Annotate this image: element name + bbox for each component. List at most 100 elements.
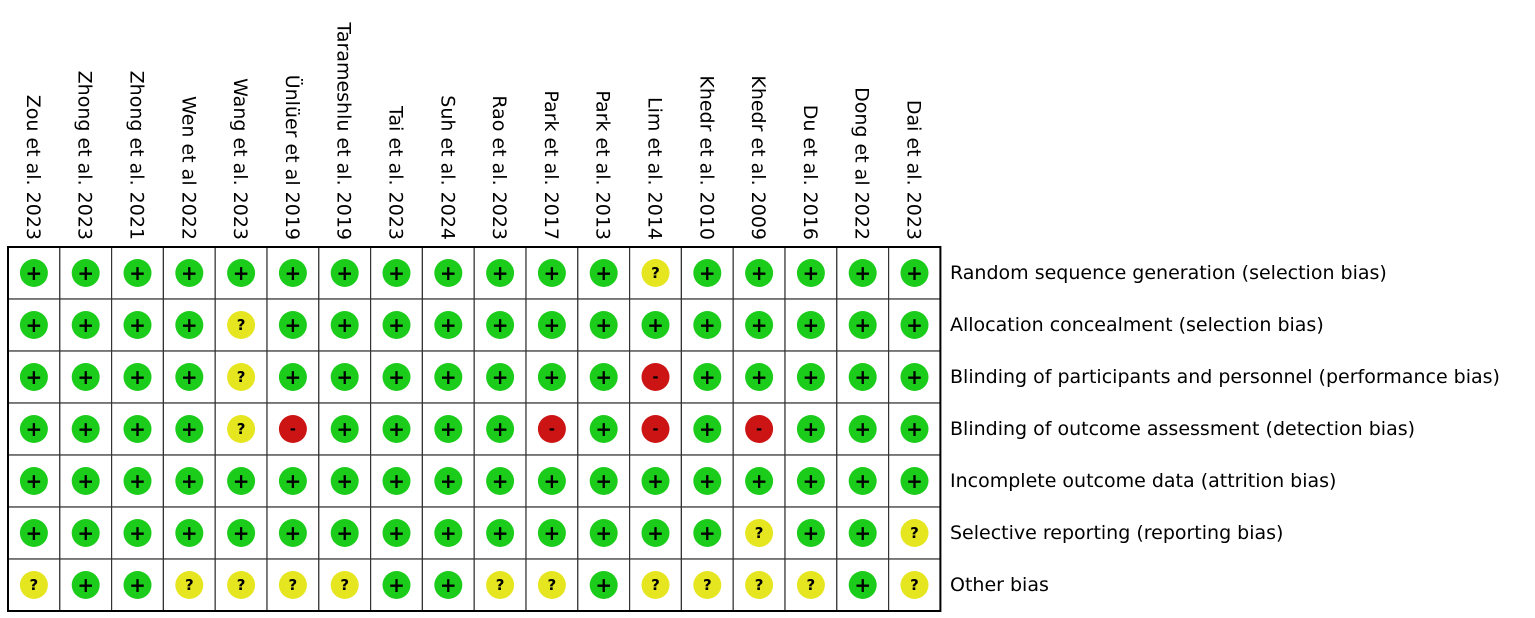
judgement-symbol: + <box>336 417 353 441</box>
judgement-symbol: ? <box>185 576 194 594</box>
judgement-symbol: ? <box>755 576 764 594</box>
cell-border <box>577 558 631 612</box>
judgement-cell: ? <box>7 558 61 612</box>
judgement-cell: ? <box>214 558 268 612</box>
judgement-symbol: + <box>854 417 871 441</box>
judgement-cell: + <box>836 506 890 560</box>
judgement-symbol: + <box>181 417 198 441</box>
judgement-cell: + <box>732 298 786 352</box>
judgement-low-marker <box>486 363 515 391</box>
judgement-symbol: + <box>906 365 923 389</box>
judgement-low-marker <box>537 259 566 287</box>
judgement-low-marker <box>745 467 774 495</box>
judgement-cell: + <box>525 298 579 352</box>
judgement-low-marker <box>900 259 929 287</box>
cell-border <box>318 298 372 352</box>
judgement-unclear-marker <box>175 571 204 599</box>
judgement-low-marker <box>71 571 100 599</box>
judgement-cell: + <box>836 246 890 300</box>
judgement-low-marker <box>796 363 825 391</box>
judgement-unclear-marker <box>19 571 48 599</box>
judgement-cell: + <box>784 350 838 404</box>
judgement-low-marker <box>19 311 48 339</box>
judgement-low-marker <box>123 311 152 339</box>
judgement-cell: ? <box>525 558 579 612</box>
judgement-symbol: + <box>803 417 820 441</box>
judgement-cell: + <box>59 246 113 300</box>
judgement-cell: + <box>628 454 682 508</box>
judgement-symbol: + <box>803 313 820 337</box>
judgement-symbol: - <box>756 420 762 438</box>
study-label: Wen et al 2022 <box>177 96 199 240</box>
judgement-symbol: + <box>181 365 198 389</box>
domain-label: Other bias <box>950 574 1049 596</box>
judgement-low-marker <box>537 311 566 339</box>
study-label: Dong et al 2022 <box>851 87 873 240</box>
judgement-symbol: + <box>285 469 302 493</box>
judgement-low-marker <box>693 467 722 495</box>
judgement-cell: + <box>887 298 941 352</box>
judgement-symbol: + <box>77 521 94 545</box>
judgement-cell: + <box>370 298 424 352</box>
judgement-cell: + <box>59 402 113 456</box>
judgement-symbol: ? <box>807 576 816 594</box>
judgement-symbol: + <box>699 521 716 545</box>
judgement-symbol: ? <box>496 576 505 594</box>
judgement-cell: + <box>525 454 579 508</box>
judgement-symbol: + <box>388 261 405 285</box>
domain-label: Blinding of outcome assessment (detectio… <box>950 418 1415 440</box>
judgement-low-marker <box>486 415 515 443</box>
judgement-symbol: + <box>751 261 768 285</box>
judgement-symbol: + <box>544 365 561 389</box>
judgement-low-marker <box>123 571 152 599</box>
judgement-cell: ? <box>732 558 786 612</box>
judgement-cell: + <box>421 506 475 560</box>
judgement-unclear-marker <box>641 571 670 599</box>
judgement-symbol: + <box>492 261 509 285</box>
judgement-symbol: + <box>906 417 923 441</box>
judgement-cell: + <box>473 402 527 456</box>
judgement-symbol: + <box>803 365 820 389</box>
judgement-cell: + <box>266 350 320 404</box>
judgement-low-marker <box>71 363 100 391</box>
judgement-cell: + <box>680 454 734 508</box>
judgement-low-marker <box>330 259 359 287</box>
judgement-symbol: + <box>388 469 405 493</box>
judgement-unclear-marker <box>330 571 359 599</box>
judgement-cell: + <box>732 246 786 300</box>
judgement-cell: + <box>162 350 216 404</box>
judgement-low-marker <box>848 519 877 547</box>
judgement-cell: ? <box>784 558 838 612</box>
judgement-cell: + <box>577 558 631 612</box>
judgement-high-marker <box>745 415 774 443</box>
judgement-low-marker <box>486 467 515 495</box>
judgement-cell: + <box>7 402 61 456</box>
judgement-symbol: + <box>129 365 146 389</box>
judgement-cell: + <box>318 298 372 352</box>
judgement-symbol: + <box>854 469 871 493</box>
judgement-symbol: + <box>388 521 405 545</box>
judgement-high-marker <box>641 415 670 443</box>
judgement-low-marker <box>330 363 359 391</box>
judgement-low-marker <box>382 467 411 495</box>
judgement-cell: + <box>370 454 424 508</box>
judgement-cell: + <box>110 298 164 352</box>
judgement-low-marker <box>71 311 100 339</box>
judgement-cell: + <box>577 402 631 456</box>
judgement-cell: + <box>214 506 268 560</box>
judgement-cell: + <box>836 298 890 352</box>
judgement-symbol: + <box>803 261 820 285</box>
judgement-cell: + <box>577 454 631 508</box>
domain-label: Selective reporting (reporting bias) <box>950 522 1283 544</box>
judgement-low-marker <box>589 571 618 599</box>
judgement-cell: + <box>370 506 424 560</box>
judgement-symbol: ? <box>30 576 39 594</box>
judgement-symbol: ? <box>237 368 246 386</box>
judgement-symbol: + <box>285 313 302 337</box>
judgement-cell: + <box>421 350 475 404</box>
judgement-symbol: + <box>595 313 612 337</box>
judgement-unclear-marker <box>900 571 929 599</box>
judgement-symbol: + <box>77 261 94 285</box>
judgement-symbol: + <box>544 313 561 337</box>
